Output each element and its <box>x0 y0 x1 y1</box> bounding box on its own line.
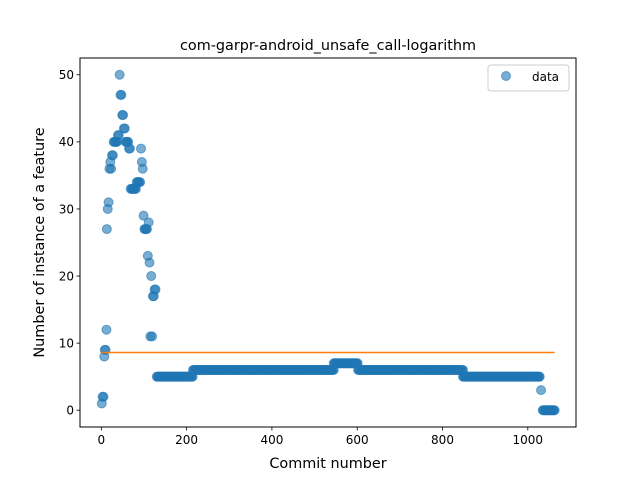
data-point <box>101 324 112 335</box>
y-tick-label: 50 <box>59 68 74 82</box>
x-axis-label: Commit number <box>269 456 386 472</box>
data-point <box>138 210 149 221</box>
data-point <box>116 89 127 100</box>
y-tick-label: 10 <box>59 336 74 350</box>
data-point <box>114 69 125 80</box>
data-point <box>534 371 545 382</box>
y-tick-label: 40 <box>59 135 74 149</box>
plot-frame <box>79 57 577 428</box>
data-point <box>107 150 118 161</box>
y-tick-label: 30 <box>59 202 74 216</box>
chart-title: com-garpr-android_unsafe_call-logarithm <box>180 38 476 54</box>
legend-box <box>487 64 570 92</box>
x-tick-label: 200 <box>175 433 198 447</box>
data-point <box>144 257 155 268</box>
data-point <box>101 224 112 235</box>
x-tick-label: 400 <box>260 433 283 447</box>
y-tick-label: 0 <box>66 404 74 418</box>
x-tick-label: 800 <box>431 433 454 447</box>
data-point <box>135 177 146 188</box>
data-marks <box>96 69 560 416</box>
data-point <box>137 163 148 174</box>
data-point <box>106 163 117 174</box>
y-axis-ticks: 0 10 20 30 40 50 <box>59 68 80 418</box>
data-point <box>124 143 135 154</box>
data-point <box>98 391 109 402</box>
data-point <box>536 385 547 396</box>
data-point <box>135 143 146 154</box>
y-axis-label: Number of instance of a feature <box>32 127 48 357</box>
data-point <box>549 405 560 416</box>
legend-marker-icon <box>501 71 511 81</box>
legend: data <box>487 64 570 92</box>
data-point <box>147 331 158 342</box>
x-tick-label: 600 <box>346 433 369 447</box>
data-point <box>143 217 154 228</box>
data-point <box>119 123 130 134</box>
data-point <box>118 110 129 121</box>
data-point <box>146 271 157 282</box>
data-point <box>103 197 114 208</box>
x-tick-label: 1000 <box>513 433 544 447</box>
x-axis-ticks: 0 200 400 600 800 1000 <box>98 427 544 447</box>
data-point <box>150 284 161 295</box>
x-tick-label: 0 <box>98 433 106 447</box>
data-point <box>113 130 124 141</box>
y-tick-label: 20 <box>59 269 74 283</box>
legend-label-data: data <box>532 70 559 84</box>
